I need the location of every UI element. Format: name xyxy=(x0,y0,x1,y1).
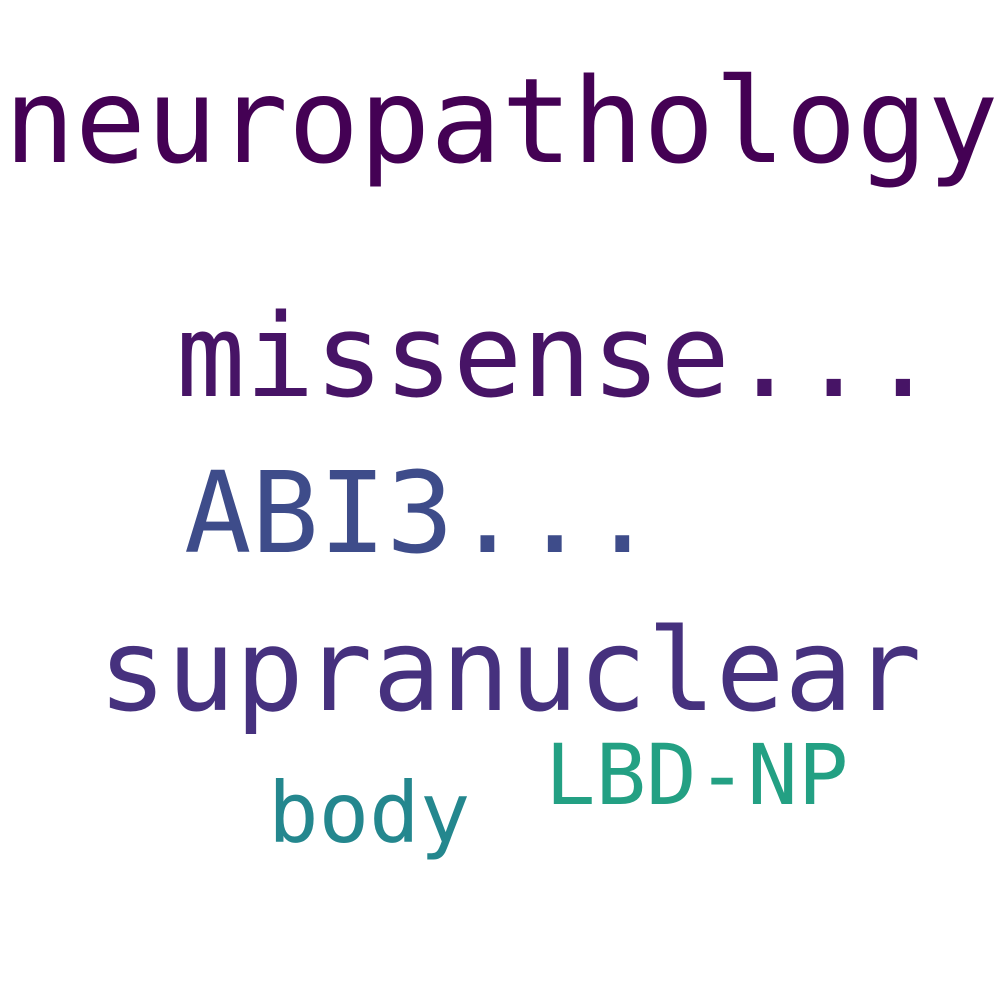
word-abi3: ABI3... xyxy=(184,449,657,579)
word-body: body xyxy=(268,764,471,862)
word-neuropathology: neuropathology xyxy=(4,52,999,190)
word-supranuclear: supranuclear xyxy=(98,604,922,737)
word-lbd-np: LBD-NP xyxy=(545,726,849,824)
word-missense: missense... xyxy=(176,290,938,424)
